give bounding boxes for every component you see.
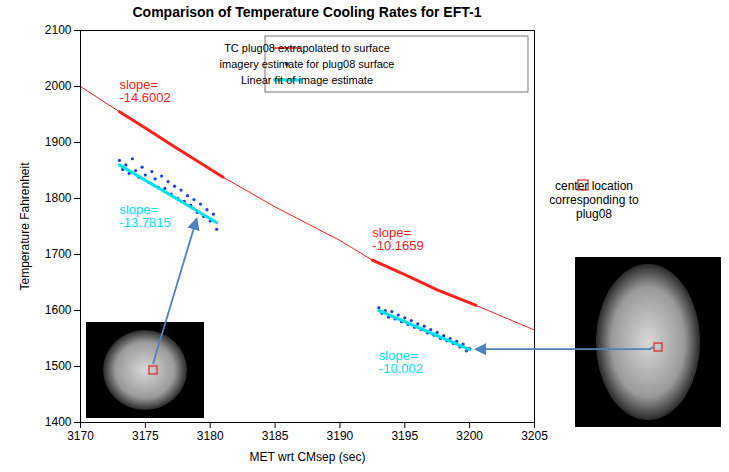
svg-text:slope=-10.1659: slope=-10.1659 <box>372 225 423 253</box>
svg-text:3180: 3180 <box>197 429 224 443</box>
svg-text:3185: 3185 <box>262 429 289 443</box>
svg-text:TC plug08 extrapolated to surf: TC plug08 extrapolated to surface <box>224 42 390 54</box>
svg-text:imagery estimate for plug08 su: imagery estimate for plug08 surface <box>220 58 395 70</box>
svg-text:Linear fit of image estimate: Linear fit of image estimate <box>241 74 373 86</box>
svg-text:slope=-13.7815: slope=-13.7815 <box>119 202 170 230</box>
svg-text:3175: 3175 <box>132 429 159 443</box>
svg-text:3190: 3190 <box>327 429 354 443</box>
svg-text:1400: 1400 <box>45 415 72 429</box>
svg-text:1500: 1500 <box>45 359 72 373</box>
svg-text:3170: 3170 <box>67 429 94 443</box>
svg-text:3205: 3205 <box>521 429 548 443</box>
svg-text:1600: 1600 <box>45 303 72 317</box>
svg-text:1700: 1700 <box>45 247 72 261</box>
svg-text:1900: 1900 <box>45 135 72 149</box>
html-text:Comparison of Temperature Cool: Comparison of Temperature Cooling Rates … <box>132 4 482 20</box>
svg-text:2100: 2100 <box>45 23 72 37</box>
svg-text:3195: 3195 <box>391 429 418 443</box>
svg-text:slope=-14.6002: slope=-14.6002 <box>119 77 170 105</box>
svg-text:Temperature Fahrenheit: Temperature Fahrenheit <box>18 162 32 291</box>
svg-text:2000: 2000 <box>45 79 72 93</box>
svg-text:1800: 1800 <box>45 191 72 205</box>
svg-text:MET wrt CMsep (sec): MET wrt CMsep (sec) <box>250 450 366 464</box>
svg-text:3200: 3200 <box>456 429 483 443</box>
svg-text:slope=-10.002: slope=-10.002 <box>379 348 423 376</box>
svg-text:center locationcorresponding t: center locationcorresponding toplug08 <box>549 179 639 221</box>
